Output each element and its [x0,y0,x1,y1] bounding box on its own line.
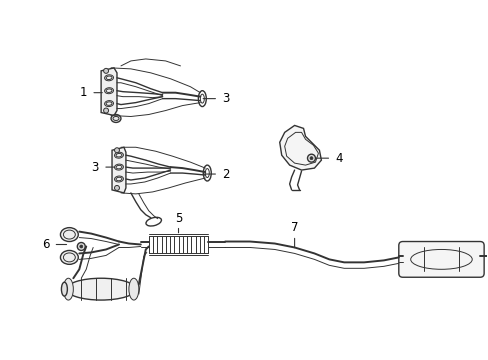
Ellipse shape [63,278,73,300]
Circle shape [307,154,315,162]
Text: 5: 5 [175,212,182,225]
Circle shape [77,243,85,251]
Text: 2: 2 [222,167,229,181]
FancyBboxPatch shape [398,242,483,277]
Ellipse shape [61,251,78,264]
Circle shape [103,68,108,73]
Polygon shape [112,147,126,193]
Text: 3: 3 [91,161,99,174]
Ellipse shape [66,278,136,300]
Text: 1: 1 [80,86,87,99]
Ellipse shape [111,114,121,122]
Text: 4: 4 [335,152,342,165]
Circle shape [103,108,108,113]
Ellipse shape [61,228,78,242]
Text: 3: 3 [222,92,229,105]
Text: 7: 7 [290,221,298,234]
Text: 6: 6 [41,238,49,251]
Circle shape [80,245,82,248]
Ellipse shape [61,282,67,296]
Polygon shape [101,68,117,116]
Circle shape [114,185,119,190]
Ellipse shape [129,278,139,300]
Circle shape [114,148,119,153]
Circle shape [309,157,312,159]
Polygon shape [279,125,321,170]
